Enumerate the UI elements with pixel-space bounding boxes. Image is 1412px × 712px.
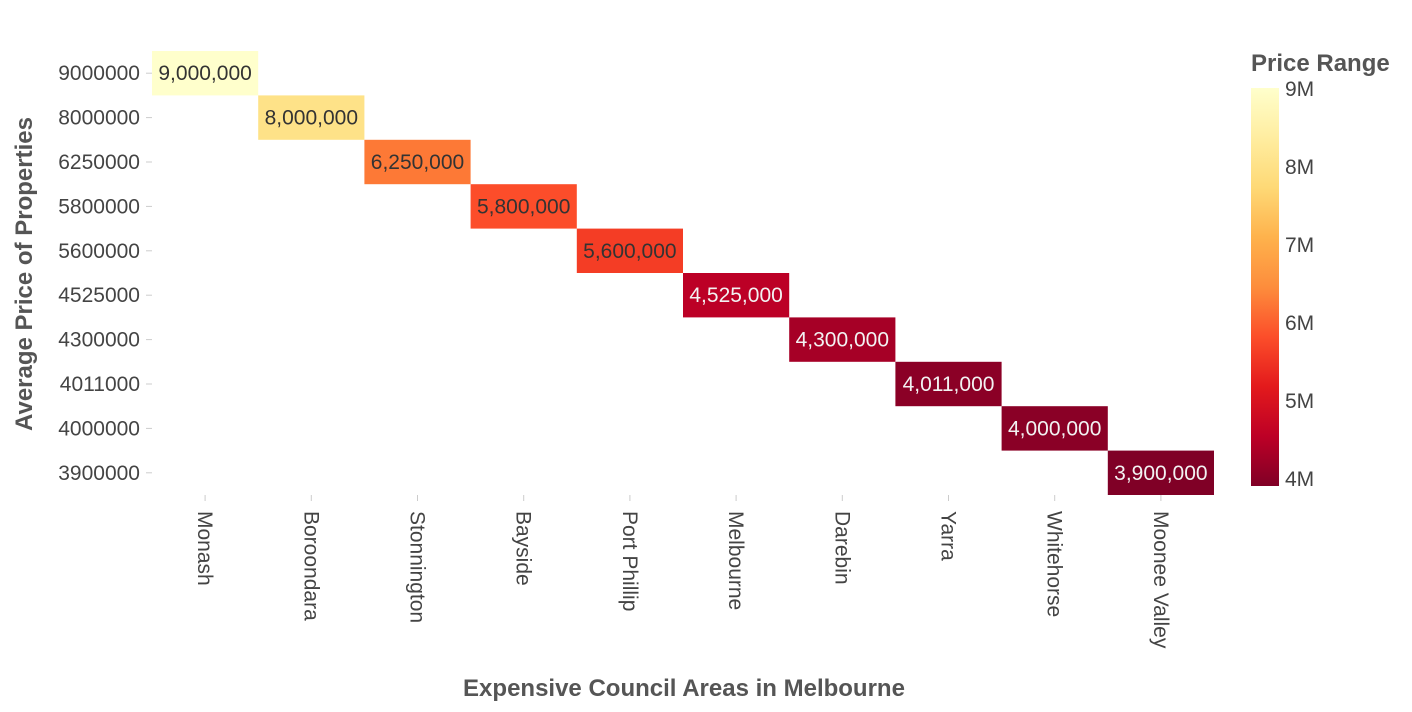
cell-label: 4,525,000 <box>689 284 782 307</box>
cell-label: 5,800,000 <box>477 195 570 218</box>
colorbar: Price Range 4M 5M 6M 7M 8M 9M <box>1251 50 1390 491</box>
heatmap-cells: 9,000,000 8,000,000 6,250,000 5,800,000 5,60… <box>152 51 1214 495</box>
heatmap-cell <box>683 273 790 318</box>
heatmap-cell <box>470 184 577 229</box>
y-tick-label: 5600000 <box>58 240 140 263</box>
colorbar-tick-label: 7M <box>1285 234 1314 257</box>
heatmap-cell <box>789 317 896 362</box>
y-tick-label: 4525000 <box>58 284 140 307</box>
colorbar-tick-label: 6M <box>1285 312 1314 335</box>
x-tick-label: Port Phillip <box>618 511 641 611</box>
y-axis-title: Average Price of Properties <box>11 117 38 431</box>
colorbar-gradient <box>1251 88 1279 486</box>
cell-label: 3,900,000 <box>1114 462 1207 485</box>
y-tick-label: 9000000 <box>58 62 140 85</box>
x-tick-label: Melbourne <box>724 511 747 610</box>
y-tick-label: 3900000 <box>58 462 140 485</box>
x-axis-title: Expensive Council Areas in Melbourne <box>463 675 905 702</box>
colorbar-tick-label: 9M <box>1285 78 1314 101</box>
x-tick-label: Yarra <box>937 511 960 561</box>
cell-label: 6,250,000 <box>371 151 464 174</box>
heatmap-cell <box>895 361 1002 407</box>
cell-label: 4,000,000 <box>1008 417 1101 440</box>
heatmap-cell <box>364 139 471 185</box>
colorbar-tick-label: 8M <box>1285 156 1314 179</box>
heatmap-cell <box>1107 450 1214 495</box>
heatmap-cell <box>258 95 365 140</box>
y-tick-label: 6250000 <box>58 151 140 174</box>
y-tick-label: 5800000 <box>58 195 140 218</box>
cell-label: 4,300,000 <box>796 329 889 352</box>
x-tick-label: Darebin <box>830 511 853 585</box>
colorbar-tick-label: 5M <box>1285 390 1314 413</box>
colorbar-ticks: 4M 5M 6M 7M 8M 9M <box>1285 78 1314 491</box>
cell-label: 8,000,000 <box>265 107 358 130</box>
x-tick-label: Monash <box>193 511 216 586</box>
x-tick-label: Stonnington <box>406 511 429 623</box>
colorbar-tick-label: 4M <box>1285 468 1314 491</box>
x-tick-label: Boroondara <box>299 511 322 621</box>
x-tick-label: Moonee Valley <box>1149 511 1172 649</box>
y-tick-label: 8000000 <box>58 107 140 130</box>
heatmap-cell <box>1001 406 1108 451</box>
cell-label: 5,600,000 <box>583 240 676 263</box>
colorbar-title: Price Range <box>1251 50 1390 77</box>
cell-label: 9,000,000 <box>158 62 251 85</box>
y-tick-label: 4300000 <box>58 329 140 352</box>
y-tick-label: 4000000 <box>58 417 140 440</box>
heatmap-cell <box>576 228 683 273</box>
x-axis-ticks: Monash Boroondara Stonnington Bayside Port P… <box>193 495 1172 649</box>
y-axis-ticks: 9000000 8000000 6250000 5800000 5600000 45250… <box>58 62 152 485</box>
heatmap-cell <box>152 51 259 96</box>
cell-label: 4,011,000 <box>903 373 995 396</box>
x-tick-label: Bayside <box>512 511 535 586</box>
y-tick-label: 4011000 <box>60 373 140 396</box>
x-tick-label: Whitehorse <box>1043 511 1066 617</box>
